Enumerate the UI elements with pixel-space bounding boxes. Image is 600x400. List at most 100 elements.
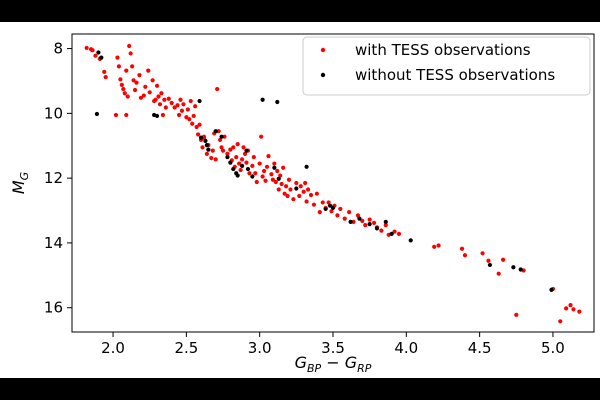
data-point-with-tess [273,179,278,185]
x-axis-label: GBP − GRP [295,353,372,375]
data-point-with-tess [217,137,223,143]
data-point-with-tess [304,199,309,204]
data-point-without-tess [206,147,211,152]
data-point-without-tess [250,174,255,179]
data-point-with-tess [392,229,397,234]
data-point-without-tess [389,231,394,236]
data-point-with-tess [244,160,249,165]
data-point-with-tess [272,161,277,166]
data-point-with-tess [311,202,317,207]
data-point-with-tess [163,105,168,110]
x-tick-label: 2.5 [174,339,198,357]
data-point-with-tess [360,218,365,223]
data-point-with-tess [188,98,193,104]
x-tick-label: 3.0 [248,339,272,357]
data-point-with-tess [160,112,166,118]
data-point-without-tess [487,262,492,268]
data-point-with-tess [486,258,491,263]
y-tick-label: 12 [44,169,63,187]
data-point-without-tess [99,55,104,60]
data-point-without-tess [231,166,236,172]
data-point-without-tess [511,265,516,270]
data-point-with-tess [102,69,107,74]
data-point-with-tess [577,309,582,314]
y-tick-label: 14 [44,234,63,252]
y-axis-label: MG [9,172,31,194]
data-point-without-tess [94,111,100,117]
x-tick-label: 3.5 [321,339,345,357]
legend-label-without-tess: without TESS observations [355,66,555,84]
data-point-without-tess [367,222,372,227]
data-point-without-tess [197,98,202,104]
data-point-with-tess [459,246,465,251]
y-tick-label: 16 [44,299,63,317]
data-point-without-tess [219,134,224,139]
y-tick-label: 8 [53,40,63,58]
data-point-with-tess [329,209,334,214]
data-point-with-tess [291,197,296,202]
data-point-with-tess [383,223,388,228]
data-point-with-tess [137,73,142,78]
data-point-with-tess [128,51,133,56]
data-point-with-tess [220,148,226,153]
data-point-with-tess [213,157,218,162]
data-point-with-tess [241,145,246,150]
data-point-with-tess [134,80,139,85]
data-point-with-tess [141,93,146,98]
data-point-with-tess [253,171,258,176]
figure: 2.0 2.5 3.0 3.5 4.0 4.5 5.0 8 10 12 14 16 GBP − GR… [0,22,600,378]
data-point-without-tess [272,165,277,170]
data-point-with-tess [250,163,255,168]
data-point-with-tess [500,257,506,262]
series-without-tess [94,50,554,292]
data-point-with-tess [283,184,289,189]
data-point-with-tess [367,217,372,222]
data-point-without-tess [203,138,208,143]
x-tick-label: 4.0 [394,339,418,357]
data-point-with-tess [124,68,129,73]
data-point-without-tess [245,166,251,172]
data-point-without-tess [383,219,388,224]
data-point-with-tess [121,86,126,92]
data-point-with-tess [210,148,215,153]
data-point-with-tess [288,187,293,192]
data-point-with-tess [122,91,127,96]
data-point-with-tess [150,78,155,83]
data-point-with-tess [231,145,236,150]
data-point-without-tess [276,176,281,181]
data-point-with-tess [347,210,352,215]
data-point-with-tess [191,113,196,119]
data-point-without-tess [304,164,309,169]
data-point-with-tess [254,179,259,185]
data-point-with-tess [568,303,573,308]
data-point-with-tess [238,167,243,173]
data-point-with-tess [185,107,190,112]
x-tick-label: 5.0 [541,339,565,357]
data-point-with-tess [269,172,274,177]
x-axis: 2.0 2.5 3.0 3.5 4.0 4.5 5.0 [101,332,565,357]
data-point-without-tess [260,97,265,102]
data-point-with-tess [166,96,171,101]
data-point-with-tess [355,213,361,218]
data-point-with-tess [462,253,468,258]
data-point-with-tess [338,206,343,212]
data-point-without-tess [225,154,230,160]
data-point-with-tess [496,271,501,276]
data-point-with-tess [175,103,180,108]
x-tick-label: 2.0 [101,339,125,357]
legend-marker-with-tess [320,47,326,53]
data-point-with-tess [242,151,248,156]
data-point-with-tess [275,168,280,174]
data-point-with-tess [115,55,120,60]
data-point-with-tess [119,82,124,87]
data-point-with-tess [436,243,441,248]
data-point-with-tess [93,53,98,58]
legend-label-with-tess: with TESS observations [355,41,531,59]
data-point-without-tess [374,226,380,231]
data-point-with-tess [301,189,306,194]
data-point-with-tess [172,105,177,110]
data-point-with-tess [181,102,186,107]
data-point-with-tess [239,157,245,162]
data-point-with-tess [103,74,108,80]
data-point-without-tess [323,206,328,212]
